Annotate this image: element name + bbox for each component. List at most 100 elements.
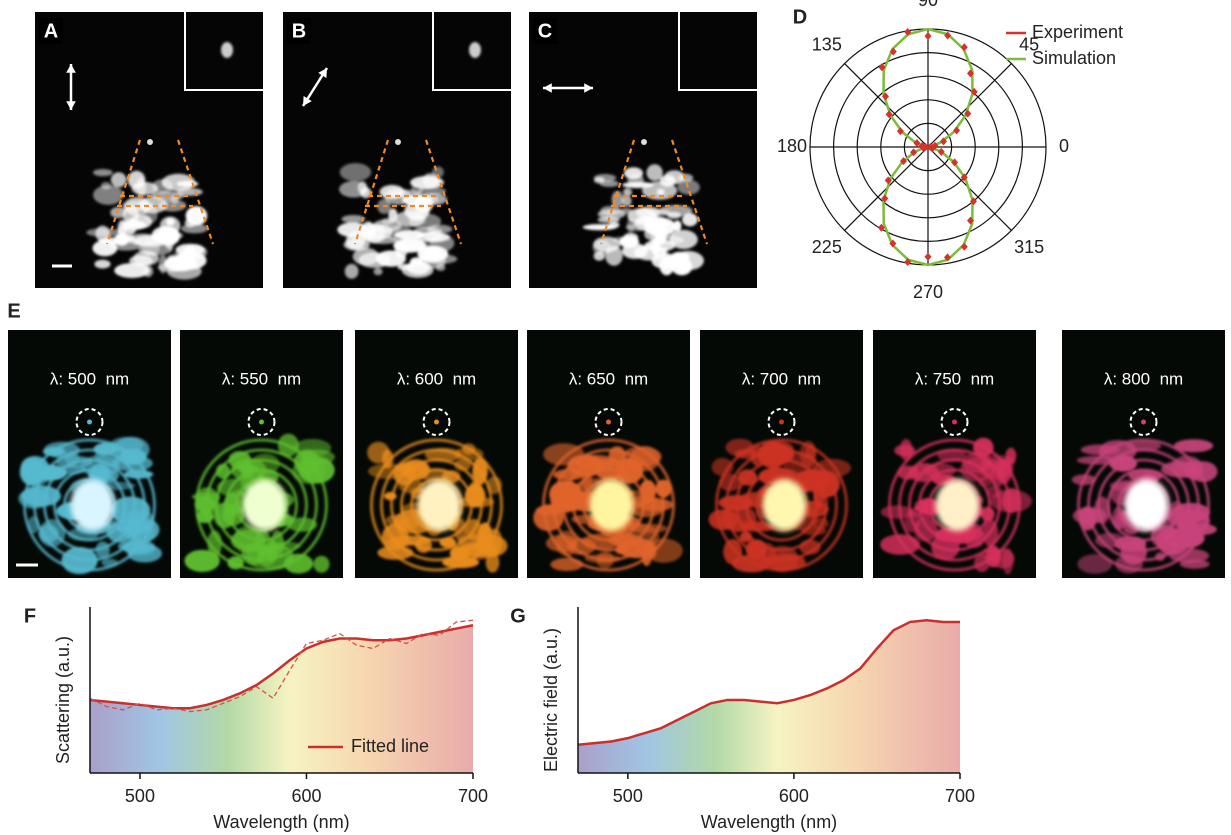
speckle xyxy=(94,260,110,269)
core xyxy=(590,479,634,531)
panel-letter: B xyxy=(292,20,306,42)
speckle xyxy=(673,251,704,270)
speckle xyxy=(418,187,446,195)
target-spot xyxy=(779,420,784,425)
speckle xyxy=(294,439,332,457)
image-blob xyxy=(583,164,704,275)
speckle xyxy=(880,534,920,555)
speckle xyxy=(659,256,674,275)
speckle xyxy=(634,245,666,260)
panel-letter: A xyxy=(44,20,58,42)
speckle xyxy=(114,233,129,245)
speckle xyxy=(395,241,408,258)
speckle xyxy=(86,228,120,237)
core xyxy=(243,479,287,531)
x-tick-label: 700 xyxy=(458,786,488,806)
speckle xyxy=(627,219,635,233)
speckle xyxy=(380,185,405,199)
speckle xyxy=(641,139,647,145)
y-axis-label: Scattering (a.u.) xyxy=(53,636,73,764)
speckle xyxy=(384,492,396,500)
speckle xyxy=(422,173,439,188)
target-spot xyxy=(606,420,611,425)
wavelength-caption: λ: 500 nm xyxy=(50,369,129,388)
speckle xyxy=(395,139,401,145)
speckle xyxy=(92,240,117,256)
speckle xyxy=(313,556,329,573)
speckle xyxy=(160,216,180,234)
speckle xyxy=(181,245,208,259)
angle-label: 0 xyxy=(1059,136,1069,156)
speckle xyxy=(130,215,152,229)
x-axis-label: Wavelength (nm) xyxy=(213,812,349,832)
speckle xyxy=(353,248,379,265)
data-point xyxy=(925,32,932,40)
wavelength-caption: λ: 650 nm xyxy=(569,369,648,388)
target-spot xyxy=(434,420,439,425)
angle-label: 270 xyxy=(913,282,943,302)
core xyxy=(418,479,462,531)
wavelength-caption: λ: 550 nm xyxy=(222,369,301,388)
legend-label: Simulation xyxy=(1032,48,1116,68)
figure: A B C Eλ: 500 nm λ: 550 nm λ: 600 nm λ: 650 nm… xyxy=(0,0,1231,835)
angle-label: 180 xyxy=(777,136,807,156)
speckle xyxy=(340,163,371,181)
x-tick-label: 600 xyxy=(779,786,809,806)
speckle xyxy=(402,262,434,278)
legend-label: Fitted line xyxy=(351,736,429,756)
speckle xyxy=(582,534,621,550)
speckle xyxy=(427,225,452,234)
legend-label: Experiment xyxy=(1032,22,1123,42)
angle-label: 90 xyxy=(918,0,938,10)
target-spot xyxy=(259,420,264,425)
inset-spot xyxy=(221,42,233,58)
speckle xyxy=(415,232,450,242)
wavelength-caption: λ: 600 nm xyxy=(397,369,476,388)
wavelength-caption: λ: 700 nm xyxy=(742,369,821,388)
speckle xyxy=(358,181,367,194)
speckle xyxy=(374,268,383,275)
speckle xyxy=(143,265,153,277)
speckle xyxy=(184,550,219,572)
speckle xyxy=(609,222,620,228)
wavelength-caption: λ: 800 nm xyxy=(1104,369,1183,388)
angle-label: 225 xyxy=(812,237,842,257)
speckle xyxy=(359,229,383,241)
speckle xyxy=(657,189,665,196)
panel-letter: F xyxy=(24,605,36,627)
x-tick-label: 700 xyxy=(945,786,975,806)
inset-spot xyxy=(469,42,481,58)
page: { "image_panels": [{"label": "A"}, {"lab… xyxy=(0,0,1231,835)
wavelength-caption: λ: 750 nm xyxy=(915,369,994,388)
speckle xyxy=(93,185,124,205)
x-tick-label: 600 xyxy=(291,786,321,806)
speckle xyxy=(345,264,359,279)
panel-letter: C xyxy=(538,20,552,42)
core xyxy=(763,479,807,531)
speckle xyxy=(550,558,583,571)
core xyxy=(71,479,115,531)
speckle xyxy=(158,263,188,272)
data-point xyxy=(961,243,968,251)
speckle xyxy=(388,208,397,222)
panel-letter: G xyxy=(510,605,526,627)
core xyxy=(936,479,980,531)
core xyxy=(1125,479,1169,531)
panel-letter: E xyxy=(7,300,20,322)
speckle xyxy=(128,171,146,189)
speckle xyxy=(646,164,662,181)
angle-label: 315 xyxy=(1014,237,1044,257)
speckle xyxy=(623,233,638,242)
data-point xyxy=(925,253,932,261)
speckle xyxy=(147,139,153,145)
speckle xyxy=(593,237,620,253)
speckle xyxy=(111,172,127,187)
speckle xyxy=(634,216,659,231)
y-axis-label: Electric field (a.u.) xyxy=(541,628,561,772)
target-spot xyxy=(1141,420,1146,425)
x-tick-label: 500 xyxy=(613,786,643,806)
speckle xyxy=(673,220,681,231)
speckle xyxy=(624,167,643,179)
x-tick-label: 500 xyxy=(125,786,155,806)
panel-letter: D xyxy=(793,6,807,28)
